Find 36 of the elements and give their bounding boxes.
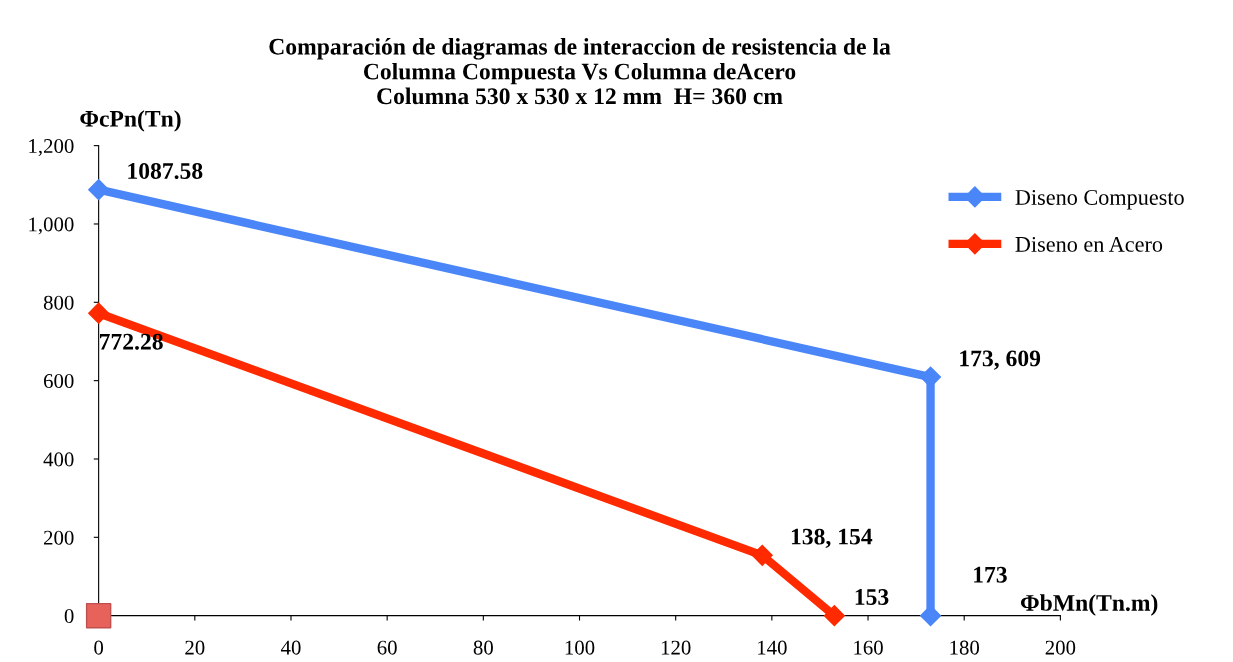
x-tick-label: 160 bbox=[854, 640, 883, 655]
x-axis-title: ΦbMn(Tn.m) bbox=[1021, 594, 1158, 616]
y-tick-label: 800 bbox=[43, 295, 74, 310]
data-label: 772.28 bbox=[99, 333, 163, 350]
x-tick-label: 180 bbox=[950, 640, 980, 655]
data-label: 1087.58 bbox=[128, 162, 203, 180]
data-label: 138, 154 bbox=[791, 528, 873, 549]
data-label: 173, 609 bbox=[960, 350, 1041, 370]
x-tick-label: 0 bbox=[94, 640, 104, 655]
y-tick-label: 200 bbox=[44, 530, 74, 545]
chart-title: Comparación de diagramas de interaccion de resistencia de la Columna Compuesta Vs Columna deAcero Columna 530 x 530 x 12 mm H= 360 cm bbox=[269, 38, 891, 105]
y-axis-title: ΦcPn(Tn) bbox=[80, 110, 181, 132]
point bbox=[920, 366, 942, 388]
legend-label: Diseno Compuesto bbox=[1015, 189, 1184, 210]
y-tick-label: 1,200 bbox=[29, 139, 74, 157]
x-tick-label: 20 bbox=[185, 640, 205, 655]
x-tick-label: 140 bbox=[758, 640, 787, 655]
y-tick-label: 0 bbox=[64, 609, 74, 624]
x-tick-label: 40 bbox=[280, 640, 301, 655]
point bbox=[88, 179, 110, 201]
annotation: 153 bbox=[855, 589, 889, 605]
x-tick-label: 60 bbox=[377, 640, 397, 655]
annotation: 173 bbox=[974, 566, 1007, 583]
y-tick-label: 400 bbox=[43, 452, 74, 467]
y-tick-label: 600 bbox=[43, 374, 74, 389]
point bbox=[751, 544, 773, 566]
x-tick-label: 120 bbox=[661, 640, 691, 655]
x-tick-label: 200 bbox=[1045, 640, 1076, 655]
legend-label: Diseno en Acero bbox=[1015, 236, 1163, 252]
x-tick-label: 80 bbox=[473, 640, 493, 655]
point bbox=[88, 302, 110, 324]
point bbox=[85, 602, 112, 629]
point bbox=[920, 605, 942, 627]
y-tick-label: 1,000 bbox=[29, 217, 74, 235]
x-tick-label: 100 bbox=[565, 640, 595, 655]
point bbox=[823, 605, 845, 627]
